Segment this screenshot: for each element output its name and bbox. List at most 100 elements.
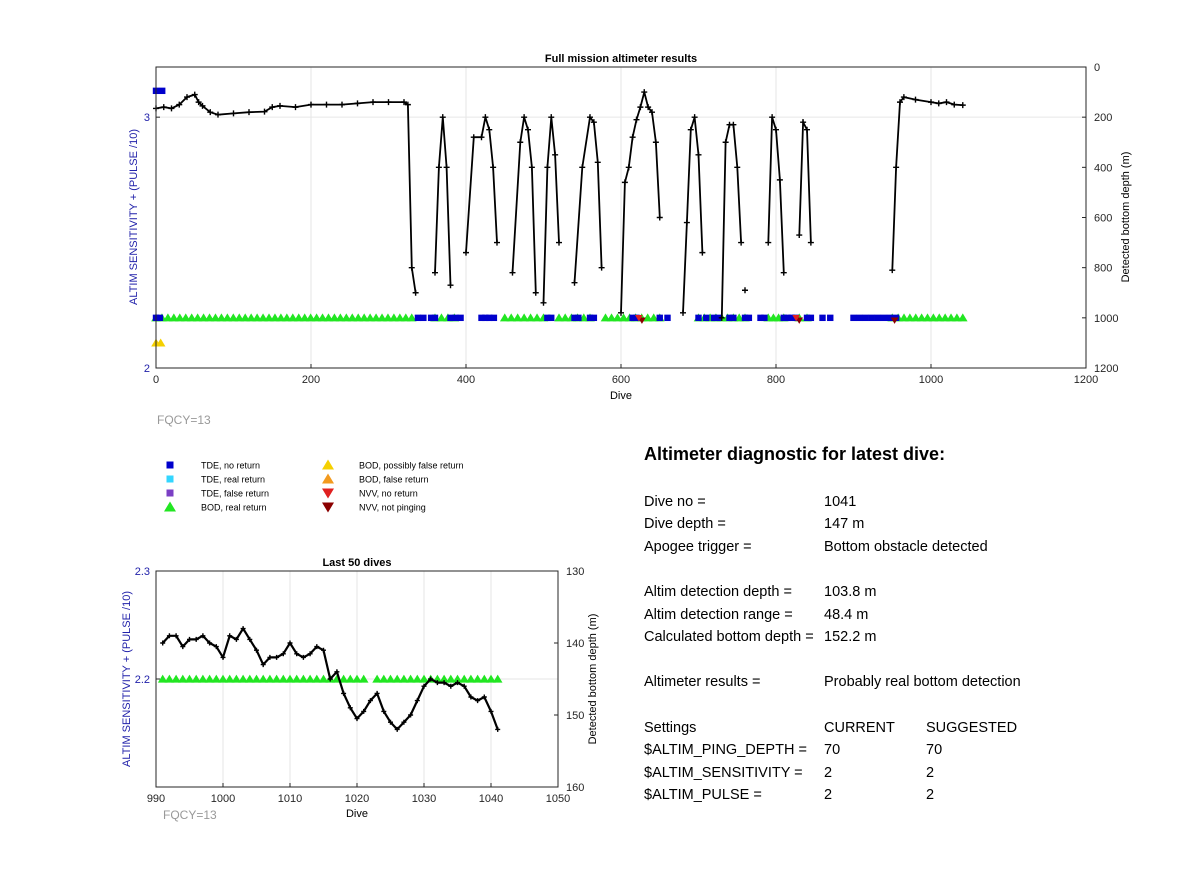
depth-point <box>521 114 528 121</box>
legend: TDE, no return TDE, real return TDE, false… <box>164 459 464 513</box>
x-tick-label: 1000 <box>211 793 235 805</box>
down-triangle-marker <box>634 314 643 322</box>
diagnostic-row: Dive depth = 147 m <box>644 516 1164 536</box>
triangle-marker <box>178 674 188 683</box>
depth-point <box>260 662 266 668</box>
depth-point <box>428 676 434 682</box>
depth-point <box>718 314 725 321</box>
depth-point <box>443 164 450 171</box>
square-marker <box>633 314 640 322</box>
depth-point <box>367 698 373 704</box>
right-y-tick-label: 1000 <box>1094 313 1118 325</box>
series-tde-no-return-top- <box>152 87 166 95</box>
triangle-marker <box>519 313 529 322</box>
legend-triangle-icon <box>322 473 334 484</box>
depth-point <box>435 164 442 171</box>
square-marker <box>741 314 749 322</box>
depth-point <box>645 104 652 111</box>
diagnostic-row: Calculated bottom depth = 152.2 m <box>644 629 1164 649</box>
triangle-marker <box>358 674 369 683</box>
legend-item: TDE, no return <box>166 461 260 471</box>
depth-point <box>587 114 593 121</box>
square-marker <box>571 314 578 322</box>
depth-point <box>517 139 524 146</box>
square-marker <box>420 314 427 322</box>
depth-point <box>482 114 489 121</box>
square-marker <box>788 314 795 322</box>
depth-point <box>334 669 340 675</box>
diagnostic-label: Altimeter results = <box>644 674 761 690</box>
inset-marks <box>157 626 503 732</box>
depth-point <box>193 636 199 642</box>
triangle-marker <box>258 674 268 683</box>
setting-current: 2 <box>824 787 833 803</box>
triangle-marker <box>479 674 490 683</box>
right-y-tick-label: 600 <box>1094 213 1112 225</box>
depth-point <box>199 102 206 109</box>
square-marker <box>664 314 671 322</box>
triangle-marker <box>957 313 968 322</box>
depth-point <box>455 680 460 686</box>
square-marker <box>629 314 636 322</box>
square-marker <box>714 314 722 322</box>
depth-point <box>267 654 273 660</box>
depth-point <box>490 164 497 171</box>
square-marker <box>586 314 594 322</box>
right-y-tick-label: 400 <box>1094 162 1112 174</box>
depth-point <box>800 119 807 126</box>
depth-point <box>532 289 539 296</box>
depth-point <box>292 104 299 111</box>
depth-point <box>385 99 392 106</box>
depth-point <box>432 269 438 276</box>
depth-point <box>414 698 420 704</box>
triangle-marker <box>405 674 416 683</box>
x-tick-label: 800 <box>767 374 785 386</box>
depth-point <box>738 239 745 246</box>
inset-right-axis-label: Detected bottom depth (m) <box>587 614 599 745</box>
triangle-marker <box>525 313 536 322</box>
depth-point <box>633 116 640 123</box>
triangle-marker <box>452 674 463 683</box>
setting-suggested: 2 <box>926 765 935 781</box>
square-marker <box>757 314 764 322</box>
triangle-marker <box>251 674 262 683</box>
depth-point <box>765 239 772 246</box>
depth-point <box>579 164 586 171</box>
square-marker <box>761 314 768 322</box>
depth-point <box>889 267 896 274</box>
depth-point <box>404 101 411 108</box>
depth-point <box>323 101 330 108</box>
depth-point <box>525 126 531 133</box>
square-marker <box>156 314 164 322</box>
triangle-marker <box>224 674 235 683</box>
setting-name: $ALTIM_PULSE = <box>644 787 762 803</box>
depth-point <box>374 690 380 696</box>
depth-point <box>200 633 206 639</box>
x-tick-label: 1040 <box>479 793 503 805</box>
triangle-marker <box>157 674 168 683</box>
depth-point <box>215 111 221 118</box>
triangle-marker <box>372 674 382 683</box>
depth-point <box>625 164 632 171</box>
depth-point <box>388 719 393 725</box>
triangle-marker <box>191 674 201 683</box>
triangle-marker <box>606 313 617 322</box>
triangle-marker <box>472 674 483 683</box>
main-x-axis-label: Dive <box>610 390 632 402</box>
depth-point <box>308 101 314 108</box>
depth-point <box>691 114 698 121</box>
diagnostic-value: 103.8 m <box>824 584 877 600</box>
diagnostic-label: Dive depth = <box>644 516 726 532</box>
depth-point <box>730 121 737 128</box>
diagnostic-label: Apogee trigger = <box>644 539 752 555</box>
depth-point <box>277 102 283 109</box>
diagnostic-row: Altim detection depth = 103.8 m <box>644 584 1164 604</box>
series-detected-bottom-depth-m- <box>160 626 501 732</box>
setting-name: $ALTIM_PING_DEPTH = <box>644 742 807 758</box>
triangle-marker <box>305 674 315 683</box>
square-marker <box>856 314 863 322</box>
square-marker <box>850 314 857 322</box>
depth-point <box>540 299 547 306</box>
triangle-marker <box>291 674 302 683</box>
depth-point <box>412 289 419 296</box>
